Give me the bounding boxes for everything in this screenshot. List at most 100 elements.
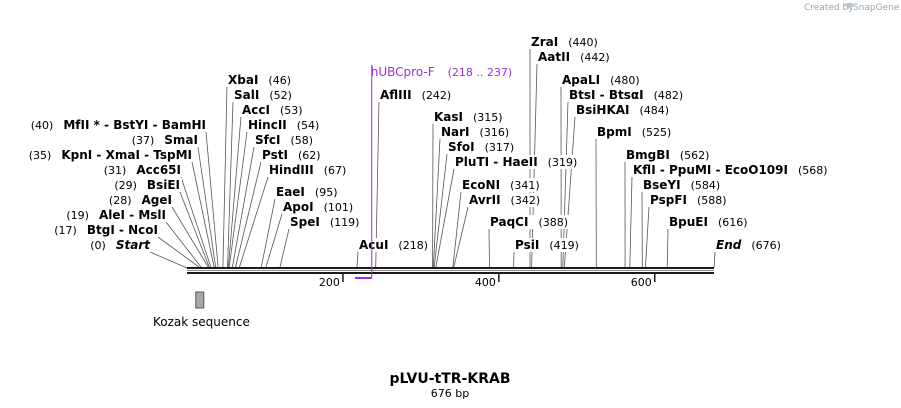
site-position: (419) — [549, 239, 579, 252]
enzyme-name: KasI — [434, 110, 463, 124]
restriction-site-label[interactable]: BtsI - BtsαI (482) — [568, 88, 686, 102]
axis-tick-label: 400 — [475, 276, 496, 289]
restriction-site-label[interactable]: BsiEI (29) — [113, 178, 182, 192]
site-leader-line — [222, 86, 228, 269]
enzyme-name: BsiHKAI — [576, 103, 630, 117]
restriction-site-label[interactable]: AvrII (342) — [468, 193, 543, 207]
site-position: (242) — [422, 89, 452, 102]
site-name: PspFI — [650, 193, 687, 207]
enzyme-name: XbaI — [228, 73, 258, 87]
enzyme-name: BmgBI — [626, 148, 670, 162]
restriction-site-label[interactable]: AccI (53) — [241, 103, 305, 117]
enzyme-separator: - — [711, 163, 724, 177]
label-backing — [358, 238, 431, 252]
enzyme-name: NcoI — [128, 223, 158, 237]
restriction-site-label[interactable]: SpeI (119) — [289, 215, 362, 229]
restriction-site-label[interactable]: NarI (316) — [440, 125, 512, 139]
restriction-site-label[interactable]: AflIII (242) — [379, 88, 454, 102]
enzyme-name: BtsI — [569, 88, 596, 102]
restriction-site-label[interactable]: BtgI - NcoI (17) — [53, 223, 160, 237]
enzyme-name: BtsαI — [609, 88, 644, 102]
restriction-site-label[interactable]: HindIII (67) — [268, 163, 349, 177]
label-backing — [113, 178, 182, 192]
restriction-site-label[interactable]: BsiHKAI (484) — [575, 103, 672, 117]
site-position: (218) — [398, 239, 428, 252]
restriction-site-label[interactable]: AleI - MslI (19) — [65, 208, 168, 222]
restriction-site-label[interactable]: BpuEI (616) — [668, 215, 750, 229]
enzyme-name: BpmI — [597, 125, 632, 139]
site-name: KasI — [434, 110, 463, 124]
label-backing — [530, 35, 600, 49]
site-position: (31) — [104, 164, 127, 177]
label-backing — [254, 133, 316, 147]
restriction-site-label[interactable]: EaeI (95) — [275, 185, 340, 199]
label-backing — [575, 103, 672, 117]
site-name: AleI - MslI — [99, 208, 166, 222]
label-backing — [632, 163, 830, 177]
label-backing — [275, 185, 340, 199]
restriction-site-label[interactable]: ApaLI (480) — [561, 73, 642, 87]
label-backing — [447, 140, 517, 154]
restriction-site-label[interactable]: KpnI - XmaI - TspMI (35) — [27, 148, 194, 162]
restriction-site-label[interactable]: BpmI (525) — [596, 125, 674, 139]
restriction-site-label[interactable]: SfoI (317) — [447, 140, 517, 154]
site-name: PluTI - HaeII — [455, 155, 538, 169]
primer-hubcpro-f[interactable]: hUBCpro-F (218 .. 237) — [354, 65, 512, 279]
enzyme-name: PaqCI — [490, 215, 528, 229]
site-labels: XbaI (46) SalI (52)AccI (53)HincII (54) SfcI (5… — [27, 35, 830, 252]
restriction-site-label[interactable]: End (676) — [715, 238, 783, 252]
enzyme-separator: - — [100, 118, 113, 132]
restriction-site-label[interactable]: AgeI (28) — [107, 193, 174, 207]
restriction-site-label[interactable]: HincII (54) — [247, 118, 322, 132]
restriction-site-label[interactable]: ApoI (101) — [282, 200, 356, 214]
restriction-site-label[interactable]: PluTI - HaeII (319) — [454, 155, 580, 169]
enzyme-name: BsiEI — [147, 178, 180, 192]
restriction-site-label[interactable]: XbaI (46) — [227, 73, 293, 87]
restriction-site-label[interactable]: KflI - PpuMI - EcoO109I (568) — [632, 163, 830, 177]
restriction-site-label[interactable]: BmgBI (562) — [625, 148, 712, 162]
restriction-site-label[interactable]: AatII (442) — [537, 50, 612, 64]
site-leader-line — [191, 161, 215, 269]
site-name: ApaLI — [562, 73, 600, 87]
label-backing — [102, 163, 183, 177]
site-position: (342) — [511, 194, 541, 207]
restriction-site-label[interactable]: SmaI (37) — [130, 133, 200, 147]
site-position: (119) — [330, 216, 360, 229]
site-position: (58) — [290, 134, 313, 147]
site-name: BpmI — [597, 125, 632, 139]
enzyme-name: End — [716, 238, 742, 252]
site-leader-line — [452, 191, 462, 269]
site-name: NarI — [441, 125, 470, 139]
restriction-site-label[interactable]: SfcI (58) — [254, 133, 316, 147]
site-name: AcuI — [359, 238, 388, 252]
restriction-site-label[interactable]: Start (0) — [89, 238, 152, 252]
label-backing — [233, 88, 294, 102]
restriction-site-label[interactable]: ZraI (440) — [530, 35, 600, 49]
restriction-site-label[interactable]: EcoNI (341) — [461, 178, 542, 192]
restriction-site-label[interactable]: PstI (62) — [261, 148, 323, 162]
site-leader-line — [629, 176, 633, 269]
feature-kozak-sequence[interactable]: Kozak sequence — [153, 291, 250, 329]
site-position: (584) — [691, 179, 721, 192]
label-backing — [261, 148, 323, 162]
label-backing — [282, 200, 356, 214]
restriction-site-label[interactable]: BseYI (584) — [642, 178, 723, 192]
site-position: (440) — [568, 36, 598, 49]
restriction-site-label[interactable]: KasI (315) — [433, 110, 505, 124]
created-by-label: Created by — [804, 3, 854, 13]
primer-name: hUBCpro-F — [371, 65, 435, 79]
restriction-site-label[interactable]: SalI (52) — [233, 88, 294, 102]
label-backing — [561, 73, 642, 87]
restriction-site-label[interactable]: AcuI (218) — [358, 238, 431, 252]
enzyme-name: BseYI — [643, 178, 681, 192]
kozak-feature-box[interactable] — [195, 291, 205, 309]
restriction-site-label[interactable]: MfII * - BstYI - BamHI (40) — [29, 118, 208, 132]
restriction-site-label[interactable]: PaqCI (388) — [489, 215, 571, 229]
sequence-backbone — [187, 267, 714, 274]
restriction-site-label[interactable]: Acc65I (31) — [102, 163, 183, 177]
restriction-site-label[interactable]: PsiI (419) — [514, 238, 581, 252]
site-leader-line — [260, 198, 276, 269]
site-name: HincII — [248, 118, 287, 132]
restriction-site-label[interactable]: PspFI (588) — [649, 193, 729, 207]
label-backing — [461, 178, 542, 192]
